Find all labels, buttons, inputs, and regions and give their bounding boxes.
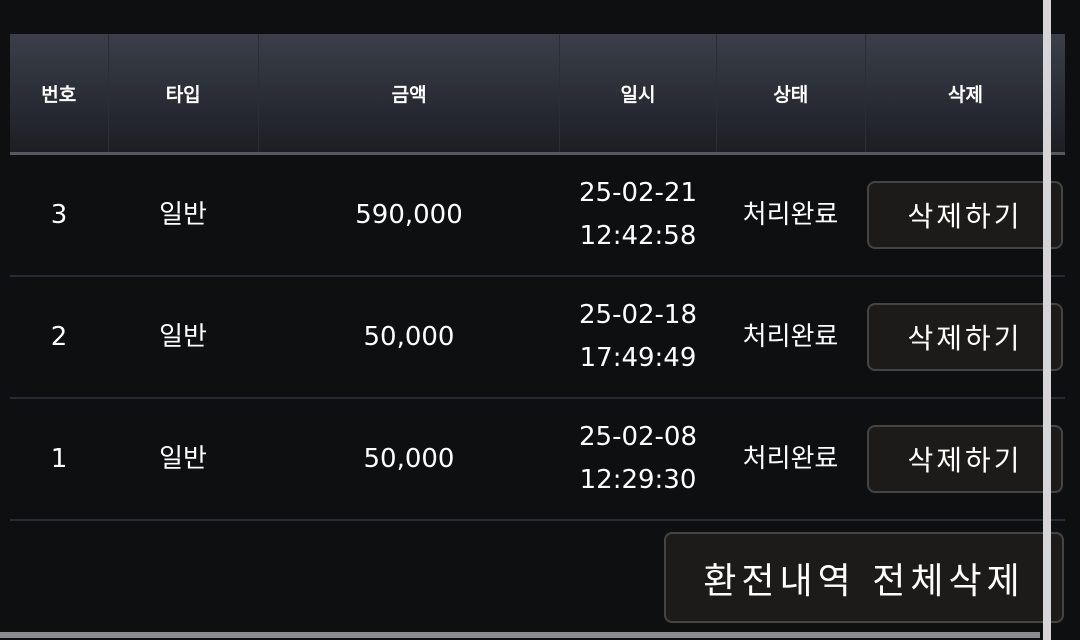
table-header: 번호 타입 금액 일시 상태 삭제 bbox=[10, 34, 1065, 155]
cell-time: 17:49:49 bbox=[579, 343, 697, 373]
cell-number: 1 bbox=[50, 443, 68, 474]
cell-amount: 50,000 bbox=[363, 443, 455, 474]
cell-delete: 삭제하기 bbox=[865, 277, 1065, 397]
vertical-divider bbox=[1043, 0, 1051, 640]
table-row: 1 일반 50,000 25-02-08 12:29:30 처리완료 삭제하기 bbox=[10, 399, 1065, 521]
header-status: 상태 bbox=[717, 34, 866, 152]
horizontal-scrollbar[interactable] bbox=[0, 632, 1040, 638]
cell-date: 25-02-18 bbox=[578, 300, 697, 330]
header-amount: 금액 bbox=[259, 34, 561, 152]
cell-type: 일반 bbox=[159, 321, 207, 352]
cell-type: 일반 bbox=[159, 443, 207, 474]
header-number: 번호 bbox=[10, 34, 109, 152]
cell-type: 일반 bbox=[159, 199, 207, 230]
cell-amount: 590,000 bbox=[355, 199, 463, 230]
cell-amount: 50,000 bbox=[363, 321, 455, 352]
cell-datetime: 25-02-21 12:42:58 bbox=[560, 155, 716, 275]
header-type: 타입 bbox=[109, 34, 259, 152]
cell-delete: 삭제하기 bbox=[865, 399, 1065, 519]
cell-number: 3 bbox=[50, 199, 68, 230]
cell-status: 처리완료 bbox=[742, 443, 839, 474]
delete-row-button[interactable]: 삭제하기 bbox=[867, 181, 1063, 249]
exchange-history-table: 번호 타입 금액 일시 상태 삭제 3 일반 590,000 25-02-21 1… bbox=[10, 34, 1065, 521]
delete-all-history-button[interactable]: 환전내역 전체삭제 bbox=[664, 532, 1064, 623]
header-datetime: 일시 bbox=[560, 34, 717, 152]
header-delete: 삭제 bbox=[947, 83, 983, 106]
cell-number: 2 bbox=[50, 321, 68, 352]
table-row: 3 일반 590,000 25-02-21 12:42:58 처리완료 삭제하기 bbox=[10, 155, 1065, 277]
cell-status: 처리완료 bbox=[742, 199, 839, 230]
cell-time: 12:42:58 bbox=[579, 221, 697, 251]
cell-date: 25-02-08 bbox=[578, 422, 697, 452]
cell-datetime: 25-02-08 12:29:30 bbox=[560, 399, 716, 519]
cell-status: 처리완료 bbox=[742, 321, 839, 352]
delete-row-button[interactable]: 삭제하기 bbox=[867, 425, 1063, 493]
delete-row-button[interactable]: 삭제하기 bbox=[867, 303, 1063, 371]
cell-time: 12:29:30 bbox=[579, 465, 697, 495]
cell-datetime: 25-02-18 17:49:49 bbox=[560, 277, 716, 397]
cell-date: 25-02-21 bbox=[578, 178, 697, 208]
cell-delete: 삭제하기 bbox=[865, 155, 1065, 275]
table-row: 2 일반 50,000 25-02-18 17:49:49 처리완료 삭제하기 bbox=[10, 277, 1065, 399]
